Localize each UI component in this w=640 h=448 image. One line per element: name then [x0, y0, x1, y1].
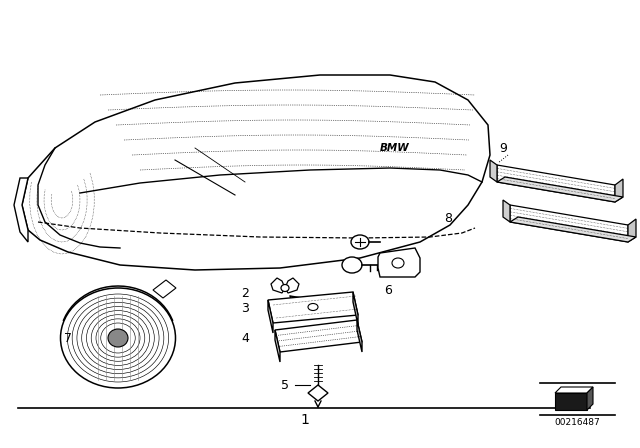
Polygon shape — [497, 177, 623, 202]
Polygon shape — [378, 248, 420, 277]
Ellipse shape — [392, 258, 404, 268]
Text: 1: 1 — [301, 413, 309, 427]
Polygon shape — [268, 300, 273, 333]
Text: 00216487: 00216487 — [554, 418, 600, 426]
Polygon shape — [353, 292, 358, 325]
Polygon shape — [615, 179, 623, 202]
Polygon shape — [22, 75, 490, 270]
Polygon shape — [510, 217, 636, 242]
Text: 2: 2 — [241, 287, 249, 300]
Polygon shape — [555, 393, 587, 410]
Polygon shape — [268, 292, 358, 323]
Text: 4: 4 — [241, 332, 249, 345]
Ellipse shape — [308, 303, 318, 310]
Polygon shape — [271, 278, 285, 293]
Polygon shape — [308, 385, 328, 401]
Polygon shape — [153, 280, 176, 298]
Polygon shape — [275, 320, 362, 352]
Polygon shape — [587, 387, 593, 410]
Text: 8: 8 — [444, 211, 452, 224]
Polygon shape — [497, 165, 615, 202]
Polygon shape — [275, 330, 280, 362]
Polygon shape — [555, 387, 593, 393]
Ellipse shape — [281, 284, 289, 292]
Polygon shape — [14, 178, 28, 242]
Ellipse shape — [108, 329, 128, 347]
Text: 9: 9 — [499, 142, 507, 155]
Polygon shape — [503, 200, 510, 222]
Polygon shape — [490, 160, 497, 182]
Text: 7: 7 — [64, 332, 72, 345]
Ellipse shape — [351, 235, 369, 249]
Ellipse shape — [61, 288, 175, 388]
Polygon shape — [510, 205, 628, 242]
Text: 6: 6 — [384, 284, 392, 297]
Ellipse shape — [342, 257, 362, 273]
Text: 3: 3 — [241, 302, 249, 314]
Polygon shape — [628, 219, 636, 242]
Text: BMW: BMW — [380, 143, 410, 153]
Polygon shape — [357, 320, 362, 352]
Polygon shape — [285, 278, 299, 293]
Text: 5: 5 — [281, 379, 289, 392]
